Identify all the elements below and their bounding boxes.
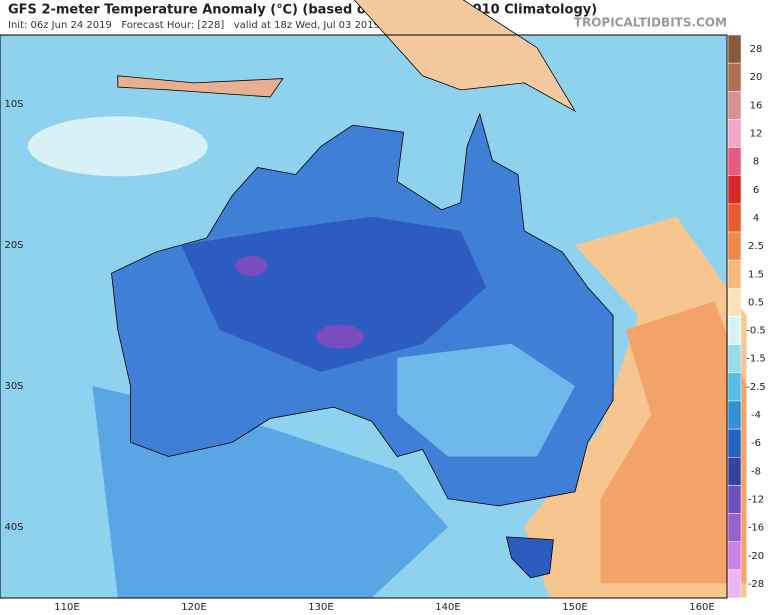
colorbar-label: 1.5	[748, 269, 764, 280]
colorbar-swatch	[727, 119, 742, 148]
colorbar-swatch	[727, 288, 742, 317]
colorbar-swatch	[727, 231, 742, 261]
colorbar-swatch	[727, 513, 742, 542]
colorbar-swatch	[727, 541, 742, 571]
warm-ocean-core	[600, 301, 747, 584]
colorbar-label: -4	[751, 410, 761, 421]
colorbar-label: 2.5	[748, 241, 764, 252]
colorbar-label: 4	[753, 213, 759, 224]
colorbar-swatch	[727, 203, 742, 233]
title: GFS 2-meter Temperature Anomaly (℃) (bas…	[8, 3, 597, 18]
colorbar-swatch	[727, 175, 742, 205]
lat-label: 40S	[4, 522, 23, 533]
colorbar-label: 28	[750, 44, 763, 55]
colorbar-swatch	[727, 485, 742, 514]
coldest	[235, 256, 268, 277]
colorbar-swatch	[727, 400, 742, 430]
mild-southeast	[397, 343, 575, 457]
colorbar-label: -0.5	[746, 326, 766, 337]
colorbar-label: -1.5	[746, 354, 766, 365]
colorbar-swatch	[727, 91, 742, 120]
pale-ocean	[27, 116, 208, 177]
colorbar-label: -2.5	[746, 382, 766, 393]
map-frame	[0, 34, 728, 599]
colorbar-swatch	[727, 34, 742, 64]
colorbar-label: 0.5	[748, 297, 764, 308]
colorbar-swatch	[727, 344, 742, 374]
colorbar-label: 6	[753, 185, 759, 196]
cold-core	[181, 216, 487, 372]
colorbar-swatch	[727, 457, 742, 486]
colorbar-swatch	[727, 316, 742, 345]
islands	[117, 75, 284, 98]
lat-label: 30S	[4, 381, 23, 392]
tasmania	[505, 536, 554, 579]
lon-label: 150E	[562, 602, 587, 613]
lon-label: 110E	[54, 602, 79, 613]
colorbar-label: -28	[748, 579, 764, 590]
colorbar-swatch	[727, 62, 742, 92]
new-guinea	[353, 0, 577, 113]
lat-label: 10S	[4, 99, 23, 110]
lon-label: 120E	[181, 602, 206, 613]
colorbar-label: -12	[748, 494, 764, 505]
colorbar-swatch	[727, 259, 742, 289]
colorbar-label: 16	[750, 100, 763, 111]
colorbar-label: -16	[748, 523, 764, 534]
source: TROPICALTIDBITS.COM	[574, 16, 727, 30]
colorbar-label: 8	[753, 157, 759, 168]
colorbar-swatch	[727, 147, 742, 177]
subtitle: Init: 06z Jun 24 2019 Forecast Hour: [22…	[8, 20, 380, 31]
lon-label: 160E	[689, 602, 714, 613]
colorbar-label: -8	[751, 466, 761, 477]
map-layers	[27, 0, 747, 598]
colorbar-label: 20	[750, 72, 763, 83]
colorbar-label: -6	[751, 438, 761, 449]
coldest	[316, 324, 365, 349]
colorbar-swatch	[727, 372, 742, 402]
colorbar-label: -20	[748, 551, 764, 562]
lat-label: 20S	[4, 240, 23, 251]
colorbar-swatch	[727, 428, 742, 458]
colorbar-swatch	[727, 569, 742, 599]
lon-label: 140E	[435, 602, 460, 613]
colorbar-label: 12	[750, 129, 763, 140]
lon-label: 130E	[308, 602, 333, 613]
